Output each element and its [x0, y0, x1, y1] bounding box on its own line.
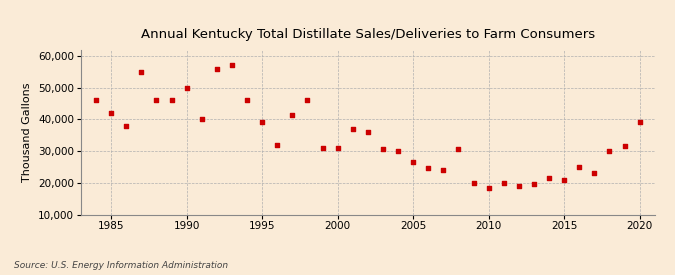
Point — [348, 126, 358, 131]
Point — [393, 149, 404, 153]
Point — [438, 168, 449, 172]
Point — [211, 66, 222, 71]
Point — [498, 181, 509, 185]
Point — [589, 171, 600, 175]
Point — [166, 98, 177, 103]
Point — [362, 130, 373, 134]
Point — [272, 142, 283, 147]
Point — [468, 181, 479, 185]
Point — [408, 160, 418, 164]
Point — [256, 120, 267, 125]
Point — [151, 98, 162, 103]
Point — [182, 85, 192, 90]
Point — [377, 147, 388, 152]
Point — [121, 123, 132, 128]
Point — [514, 184, 524, 188]
Point — [196, 117, 207, 122]
Point — [543, 176, 554, 180]
Point — [90, 98, 101, 103]
Point — [619, 144, 630, 148]
Text: Source: U.S. Energy Information Administration: Source: U.S. Energy Information Administ… — [14, 260, 227, 270]
Point — [453, 147, 464, 152]
Point — [242, 98, 252, 103]
Point — [634, 120, 645, 125]
Point — [106, 111, 117, 115]
Point — [604, 149, 615, 153]
Point — [559, 177, 570, 182]
Point — [136, 70, 146, 74]
Point — [227, 63, 238, 68]
Title: Annual Kentucky Total Distillate Sales/Deliveries to Farm Consumers: Annual Kentucky Total Distillate Sales/D… — [141, 28, 595, 42]
Y-axis label: Thousand Gallons: Thousand Gallons — [22, 82, 32, 182]
Point — [423, 166, 433, 171]
Point — [483, 185, 494, 190]
Point — [317, 146, 328, 150]
Point — [302, 98, 313, 103]
Point — [529, 182, 539, 186]
Point — [574, 165, 585, 169]
Point — [332, 146, 343, 150]
Point — [287, 112, 298, 117]
